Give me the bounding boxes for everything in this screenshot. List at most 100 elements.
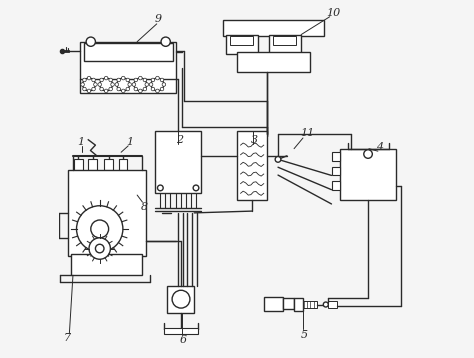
Bar: [104, 159, 113, 170]
Circle shape: [149, 83, 153, 86]
Bar: [155, 131, 201, 193]
Circle shape: [100, 78, 112, 91]
Bar: [237, 131, 267, 200]
Text: 10: 10: [326, 8, 340, 18]
Circle shape: [126, 87, 129, 91]
Text: 1: 1: [77, 136, 84, 146]
Circle shape: [134, 78, 137, 82]
Circle shape: [82, 78, 86, 82]
Bar: [68, 170, 146, 256]
Circle shape: [160, 78, 164, 82]
Circle shape: [275, 156, 281, 162]
Circle shape: [87, 76, 91, 80]
Bar: [264, 297, 283, 311]
Circle shape: [109, 87, 112, 91]
Circle shape: [160, 87, 164, 91]
Bar: [328, 301, 337, 309]
Circle shape: [161, 37, 170, 46]
Circle shape: [151, 78, 164, 91]
Bar: [340, 149, 396, 200]
Bar: [75, 183, 82, 192]
Circle shape: [162, 83, 166, 86]
Circle shape: [134, 78, 147, 91]
Circle shape: [138, 89, 142, 93]
Circle shape: [117, 78, 120, 82]
Circle shape: [151, 78, 155, 82]
Bar: [88, 159, 97, 170]
Text: 5: 5: [301, 330, 308, 340]
Circle shape: [364, 150, 373, 158]
Circle shape: [111, 83, 114, 86]
Circle shape: [145, 83, 148, 86]
Circle shape: [87, 89, 91, 93]
Circle shape: [95, 244, 104, 253]
Circle shape: [134, 87, 137, 91]
Bar: [118, 159, 127, 170]
Circle shape: [115, 83, 118, 86]
Circle shape: [143, 78, 146, 82]
Circle shape: [138, 76, 142, 80]
Circle shape: [121, 89, 125, 93]
Circle shape: [109, 78, 112, 82]
Text: 4: 4: [376, 142, 383, 152]
Bar: [226, 35, 258, 54]
Circle shape: [76, 206, 123, 252]
Bar: [303, 301, 317, 309]
Bar: [119, 183, 127, 192]
Text: 8: 8: [141, 202, 148, 212]
Circle shape: [100, 87, 103, 91]
Circle shape: [82, 78, 95, 91]
Circle shape: [92, 78, 95, 82]
Bar: [230, 37, 253, 45]
Circle shape: [91, 220, 109, 238]
Bar: [331, 181, 340, 190]
Circle shape: [121, 76, 125, 80]
Circle shape: [193, 185, 199, 191]
Bar: [167, 286, 194, 313]
Circle shape: [143, 87, 146, 91]
Text: 6: 6: [179, 335, 186, 345]
Circle shape: [151, 87, 155, 91]
Circle shape: [104, 89, 108, 93]
Bar: [331, 166, 340, 175]
Circle shape: [157, 185, 163, 191]
Text: 2: 2: [176, 135, 183, 145]
Circle shape: [117, 78, 130, 91]
Circle shape: [86, 37, 95, 46]
Circle shape: [94, 83, 97, 86]
Bar: [164, 328, 198, 334]
Circle shape: [323, 302, 328, 307]
Text: 1: 1: [127, 136, 134, 146]
Circle shape: [128, 83, 131, 86]
Bar: [223, 20, 324, 37]
Circle shape: [104, 76, 108, 80]
Bar: [273, 37, 296, 45]
Bar: [237, 52, 310, 72]
Text: 7: 7: [64, 333, 71, 343]
Bar: [89, 183, 96, 192]
Bar: [269, 35, 301, 54]
Bar: [283, 299, 294, 309]
Circle shape: [117, 87, 120, 91]
Bar: [80, 42, 176, 93]
Circle shape: [82, 87, 86, 91]
Circle shape: [155, 89, 159, 93]
Text: 11: 11: [301, 129, 315, 138]
Bar: [331, 152, 340, 161]
Circle shape: [100, 78, 103, 82]
Text: 9: 9: [155, 14, 162, 24]
Circle shape: [132, 83, 136, 86]
Circle shape: [81, 83, 84, 86]
Bar: [83, 43, 173, 61]
Circle shape: [92, 87, 95, 91]
Bar: [74, 159, 82, 170]
Circle shape: [172, 290, 190, 308]
Circle shape: [98, 83, 101, 86]
Bar: [71, 254, 143, 275]
Circle shape: [126, 78, 129, 82]
Bar: [294, 299, 303, 311]
Text: 3: 3: [251, 135, 258, 145]
Circle shape: [89, 238, 110, 259]
Circle shape: [155, 76, 159, 80]
Bar: [105, 183, 112, 192]
